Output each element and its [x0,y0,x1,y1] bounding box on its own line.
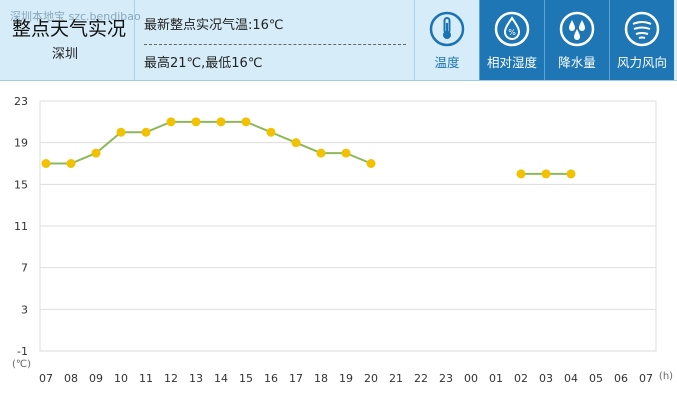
x-tick-label: 22 [414,372,428,385]
data-point [91,148,101,158]
x-tick-label: 17 [289,372,303,385]
x-tick-label: 09 [89,372,103,385]
data-point [241,117,251,127]
data-point [141,127,151,137]
svg-text:%: % [508,28,516,37]
data-point [166,117,176,127]
data-point [266,127,276,137]
high-low-temperature: 最高21℃,最低16℃ [144,56,263,71]
x-tick-label: 10 [114,372,128,385]
x-tick-label: 06 [614,372,628,385]
data-point [41,159,51,168]
x-tick-label: 19 [339,372,353,385]
humidity-icon: % [494,11,530,47]
x-tick-label: 16 [264,372,278,385]
tab-precipitation-label: 降水量 [558,55,596,70]
rain-drops-icon [559,11,595,47]
city-label: 深圳 [52,47,79,62]
data-point [341,148,351,158]
x-tick-label: 18 [314,372,328,385]
wind-icon [624,11,660,47]
series-line [46,120,372,165]
info-divider [144,44,406,45]
x-axis-unit: (h) [659,371,673,382]
x-tick-label: 15 [239,372,253,385]
data-point [291,138,301,148]
x-tick-label: 07 [639,372,653,385]
y-tick-label: 7 [21,262,28,275]
tab-wind-label: 风力风向 [616,55,667,70]
tab-humidity-label: 相对湿度 [486,55,537,70]
watermark: 深圳本地宝 szc.bendibao [10,10,141,23]
x-tick-label: 05 [589,372,603,385]
tab-temperature-label: 温度 [434,55,460,70]
title-block: 深圳本地宝 szc.bendibao 整点天气实况 深圳 [0,0,141,80]
page-title: 整点天气实况 [12,18,127,40]
y-tick-label: 23 [14,95,28,108]
data-point [566,169,576,179]
info-block: 最新整点实况气温:16℃ 最高21℃,最低16℃ [134,0,414,80]
x-tick-label: 07 [39,372,53,385]
thermometer-icon [429,11,465,47]
x-tick-label: 04 [564,372,578,385]
y-tick-label: -1 [17,345,28,358]
x-tick-label: 00 [464,372,478,385]
data-point [541,169,551,179]
tab-wind[interactable]: 风力风向 [609,0,674,80]
y-tick-label: 11 [14,220,28,233]
x-tick-label: 11 [139,372,153,385]
data-point [66,159,76,168]
latest-temperature: 最新整点实况气温:16℃ [144,18,284,33]
data-point [191,117,201,127]
data-point [366,159,376,168]
data-point [516,169,526,179]
x-tick-label: 08 [64,372,78,385]
header-panel: 深圳本地宝 szc.bendibao 整点天气实况 深圳 最新整点实况气温:16… [0,0,677,81]
data-point [316,148,326,158]
x-tick-label: 02 [514,372,528,385]
y-tick-label: 15 [14,178,28,191]
y-tick-label: 3 [21,303,28,316]
x-tick-label: 20 [364,372,378,385]
tab-precipitation[interactable]: 降水量 [544,0,609,80]
data-point [116,127,126,137]
x-tick-label: 03 [539,372,553,385]
x-tick-label: 14 [214,372,228,385]
y-axis-unit: (℃) [12,359,31,370]
x-tick-label: 21 [389,372,403,385]
x-tick-label: 13 [189,372,203,385]
data-point [216,117,226,127]
temperature-line-chart: -1 3 7 11 15 19 23 (℃) 07 08 09 10 11 12 13 14 15 16 17 18 1… [12,95,673,385]
tab-humidity[interactable]: % 相对湿度 [479,0,544,80]
x-tick-label: 23 [439,372,453,385]
x-tick-label: 12 [164,372,178,385]
tab-temperature[interactable]: 温度 [414,0,479,80]
y-tick-label: 19 [14,137,28,150]
x-tick-label: 01 [489,372,503,385]
